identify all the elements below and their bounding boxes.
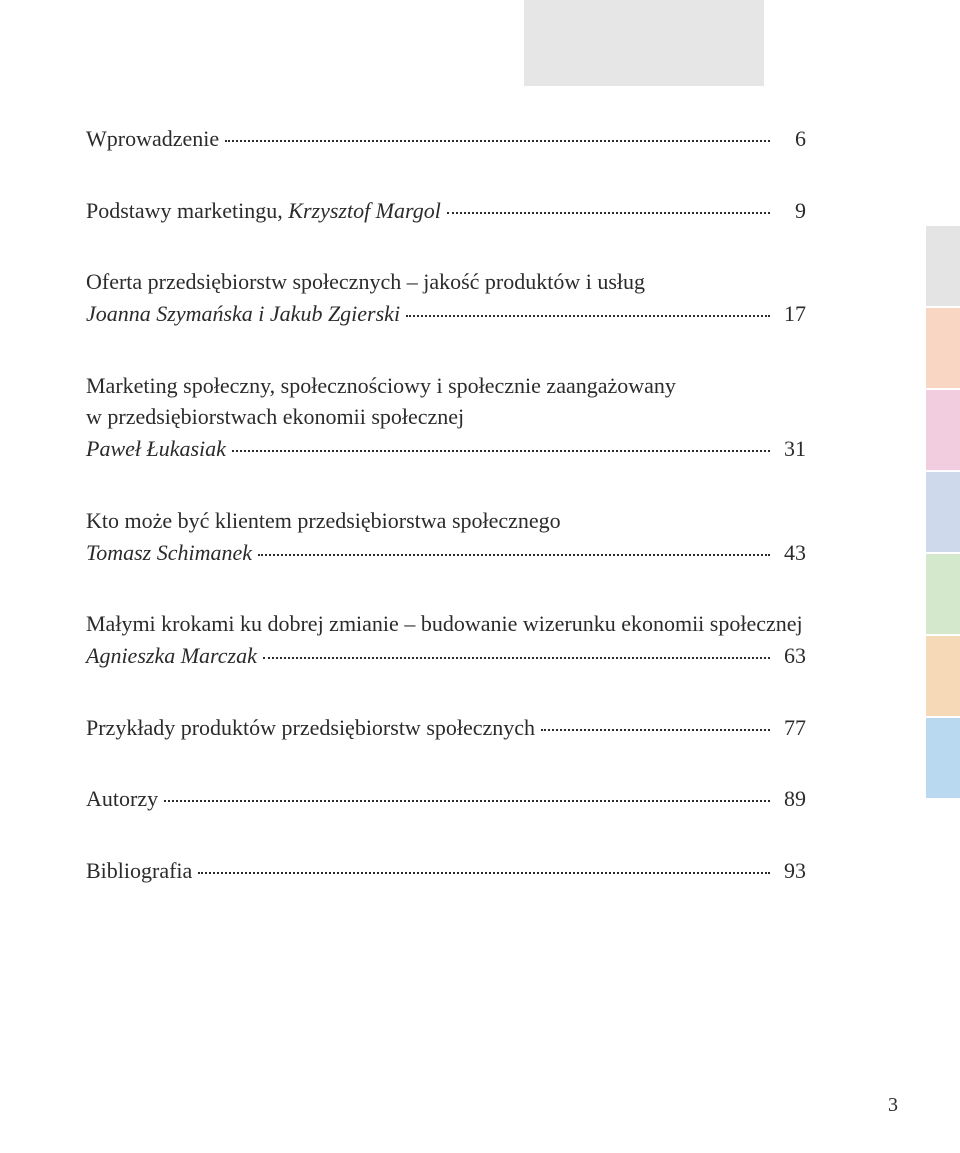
- toc-entry: Wprowadzenie 6: [86, 124, 806, 154]
- toc-title: Autorzy: [86, 784, 158, 814]
- toc-entry: Marketing społeczny, społecznościowy i s…: [86, 371, 806, 464]
- toc-entry: Bibliografia 93: [86, 856, 806, 886]
- toc-leader-dots: [263, 657, 770, 659]
- toc-title: Oferta przedsiębiorstw społecznych – jak…: [86, 267, 645, 297]
- table-of-contents: Wprowadzenie 6 Podstawy marketingu, Krzy…: [86, 124, 806, 928]
- toc-page-number: 93: [776, 856, 806, 886]
- toc-title: Wprowadzenie: [86, 124, 219, 154]
- toc-page-number: 63: [776, 641, 806, 671]
- toc-page-number: 6: [776, 124, 806, 154]
- toc-leader-dots: [164, 800, 770, 802]
- toc-author: Tomasz Schimanek: [86, 538, 252, 568]
- toc-entry: Autorzy 89: [86, 784, 806, 814]
- toc-entry: Podstawy marketingu, Krzysztof Margol 9: [86, 196, 806, 226]
- toc-leader-dots: [198, 872, 770, 874]
- toc-title: Małymi krokami ku dobrej zmianie – budow…: [86, 609, 803, 639]
- toc-page-number: 9: [776, 196, 806, 226]
- side-color-tab: [926, 226, 960, 306]
- toc-author: Agnieszka Marczak: [86, 641, 257, 671]
- toc-page-number: 77: [776, 713, 806, 743]
- toc-leader-dots: [406, 315, 770, 317]
- toc-title: Podstawy marketingu,: [86, 196, 283, 226]
- toc-title: Przykłady produktów przedsiębiorstw społ…: [86, 713, 535, 743]
- toc-leader-dots: [258, 554, 770, 556]
- toc-page-number: 17: [776, 299, 806, 329]
- toc-entry: Małymi krokami ku dobrej zmianie – budow…: [86, 609, 806, 670]
- toc-page-number: 43: [776, 538, 806, 568]
- toc-author: Krzysztof Margol: [288, 196, 441, 226]
- header-tab-block: [524, 0, 764, 86]
- toc-page-number: 31: [776, 434, 806, 464]
- side-color-tab: [926, 472, 960, 552]
- toc-entry: Kto może być klientem przedsiębiorstwa s…: [86, 506, 806, 567]
- toc-title: Kto może być klientem przedsiębiorstwa s…: [86, 506, 561, 536]
- toc-title: Bibliografia: [86, 856, 192, 886]
- page: Wprowadzenie 6 Podstawy marketingu, Krzy…: [0, 0, 960, 1153]
- toc-leader-dots: [447, 212, 770, 214]
- toc-page-number: 89: [776, 784, 806, 814]
- toc-author: Paweł Łukasiak: [86, 434, 226, 464]
- toc-entry: Oferta przedsiębiorstw społecznych – jak…: [86, 267, 806, 328]
- toc-entry: Przykłady produktów przedsiębiorstw społ…: [86, 713, 806, 743]
- side-color-tab: [926, 390, 960, 470]
- toc-leader-dots: [541, 729, 770, 731]
- toc-author: Joanna Szymańska i Jakub Zgierski: [86, 299, 400, 329]
- toc-leader-dots: [232, 450, 770, 452]
- side-color-tab: [926, 554, 960, 634]
- side-color-tab: [926, 308, 960, 388]
- toc-title-line2: w przedsiębiorstwach ekonomii społecznej: [86, 402, 464, 432]
- page-number: 3: [888, 1094, 898, 1117]
- side-color-tab: [926, 718, 960, 798]
- toc-title: Marketing społeczny, społecznościowy i s…: [86, 371, 676, 401]
- toc-leader-dots: [225, 140, 770, 142]
- side-color-tab: [926, 636, 960, 716]
